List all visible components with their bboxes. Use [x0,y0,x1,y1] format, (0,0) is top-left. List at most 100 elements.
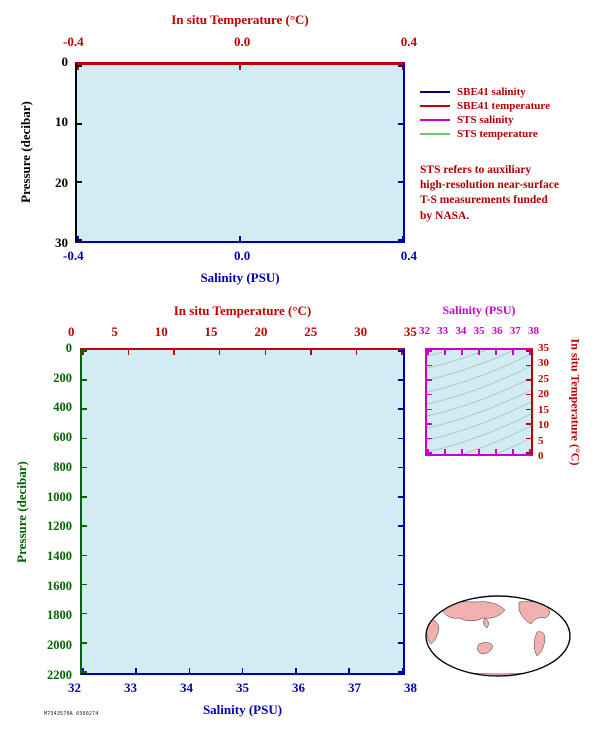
tick-mark [82,642,87,644]
tick-mark [82,612,87,615]
tick-mark [401,350,403,355]
tick-mark [77,181,82,183]
top-chart-plot-area [75,62,405,243]
tick-mark [427,408,432,411]
tick-label: 10 [538,419,549,432]
bottom-chart-top-tick-labels: 0 5 10 15 20 25 30 35 [68,324,417,340]
tick-mark [398,525,403,527]
tick-mark [427,379,432,381]
top-axis-tick-marks [427,350,531,355]
tick-mark [310,350,312,355]
tick-label: 800 [53,459,72,474]
tick-mark [239,236,241,241]
tick-label: 32 [68,680,81,695]
tick-mark [526,452,531,454]
tick-mark [348,668,350,673]
bottom-axis-tick-marks [77,236,403,241]
isopycnal-contours [427,350,531,454]
tick-mark [77,65,79,70]
tick-label: 30 [354,324,368,339]
bottom-chart-left-tick-labels: 0 200 400 600 800 1000 1200 1400 1600 1800 2000 220… [28,340,72,683]
sts-footnote: STS refers to auxiliary high-resolution … [420,163,559,224]
legend-label: SBE41 temperature [457,99,550,112]
tick-mark [398,612,403,615]
legend-label: SBE41 salinity [457,85,526,98]
tick-mark [512,350,514,355]
tick-mark [526,364,531,367]
ts-inset-top-axis-title: Salinity (PSU) [442,303,516,317]
tick-mark [526,350,531,352]
tick-mark [398,408,403,410]
ts-inset-right-axis-title: In situ Temperature (°C) [568,338,583,466]
tick-mark [355,350,358,355]
right-axis-tick-marks [398,350,403,673]
plot-id-code: M7343570A 0300274 [44,711,99,717]
tick-mark [526,423,531,425]
bottom-chart-left-axis-title: Pressure (decibar) [14,461,29,563]
tick-label: 5 [111,324,118,339]
tick-label: 0.4 [400,34,417,49]
legend-row: STS temperature [420,127,550,140]
tick-mark [398,65,403,67]
legend-row: STS salinity [420,114,550,126]
tick-label: 35 [473,325,485,337]
float-location-map [423,594,573,678]
tick-label: 0.0 [234,248,251,263]
tick-label: 1000 [47,489,72,504]
tick-mark [398,496,403,498]
tick-mark [295,668,297,673]
tick-mark [82,671,87,673]
legend: SBE41 salinity SBE41 temperature STS sal… [420,85,550,140]
tick-label: 32 [419,325,430,337]
tick-mark [77,236,79,241]
tick-mark [82,350,87,352]
tick-label: -0.4 [63,248,84,263]
tick-mark [82,554,87,557]
bottom-chart-bottom-tick-labels: 32 33 34 35 36 37 38 [68,680,417,696]
tick-mark [495,350,497,355]
tick-mark [77,239,82,241]
tick-label: 10 [55,114,68,130]
tick-label: 0 [61,54,69,69]
bottom-axis-tick-marks [82,668,403,673]
top-chart-top-tick-labels: -0.4 0.0 0.4 [63,34,417,50]
tick-mark [398,181,403,183]
tick-mark [127,350,130,355]
tick-label: 2200 [47,667,72,682]
tick-label: 5 [538,434,544,447]
tick-label: 0 [538,449,544,462]
tick-mark [82,379,87,381]
tick-mark [427,452,432,454]
tick-mark [444,350,446,355]
tick-label: 35 [538,342,549,354]
bottom-chart-plot-area [80,348,405,675]
legend-label: STS temperature [457,127,538,140]
tick-mark [398,671,403,673]
tick-label: 200 [53,370,72,385]
ts-inset-top-tick-labels: 32 33 34 35 36 37 38 [419,325,539,337]
tick-label: 38 [527,325,539,337]
tick-label: 36 [491,325,503,337]
tick-mark [82,408,87,410]
tick-mark [461,350,463,355]
tick-label: 20 [538,388,549,401]
tick-mark [478,350,480,355]
tick-mark [173,350,175,355]
top-axis-tick-marks [77,65,403,70]
tick-label: 35 [236,680,249,695]
tick-label: 400 [53,400,72,415]
tick-label: 30 [55,234,68,250]
tick-label: 10 [154,324,168,339]
tick-mark [526,408,531,411]
tick-mark [427,350,429,355]
bottom-chart-bottom-axis-title: Salinity (PSU) [202,702,283,717]
tick-mark [82,437,87,440]
tick-label: 1600 [47,578,72,593]
tick-mark [398,642,403,644]
tick-label: 30 [538,357,549,370]
tick-label: 25 [304,324,318,339]
tick-label: 0.4 [400,248,417,263]
ts-inset-plot-area [425,348,533,456]
tick-mark [82,668,84,673]
